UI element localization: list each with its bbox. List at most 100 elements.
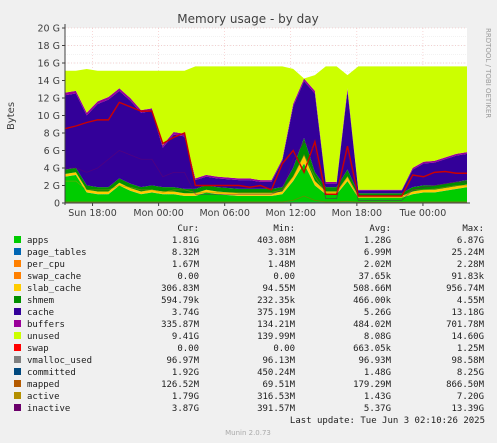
legend: Cur: Min: Avg: Max: apps 1.81G 403.08M 1.28G 6.8… — [14, 224, 485, 414]
legend-min: 96.13M — [262, 356, 295, 366]
line-inactive — [65, 141, 467, 201]
legend-swatch — [14, 380, 21, 387]
legend-avg: 5.37G — [364, 404, 391, 414]
legend-cur: 3.74G — [172, 308, 199, 318]
legend-avg: 2.02M — [364, 260, 392, 270]
legend-name: inactive — [27, 404, 70, 414]
legend-cur: 1.67M — [172, 260, 200, 270]
x-tick-label: Mon 12:00 — [266, 208, 316, 219]
legend-name: committed — [27, 368, 76, 378]
legend-min: 3.31M — [268, 248, 296, 258]
legend-min: 139.99M — [257, 332, 296, 342]
legend-min: 403.08M — [257, 236, 296, 246]
legend-min: 134.21M — [257, 320, 296, 330]
legend-avg: 1.28G — [364, 236, 391, 246]
legend-min: 375.19M — [257, 308, 296, 318]
legend-header: Min: — [273, 224, 295, 234]
chart-title: Memory usage - by day — [177, 12, 318, 26]
legend-avg: 5.26G — [364, 308, 391, 318]
x-tick-label: Mon 06:00 — [199, 208, 249, 219]
line-active — [65, 153, 467, 199]
legend-avg: 663.05k — [353, 344, 392, 354]
stacked-areas — [65, 66, 467, 203]
legend-max: 6.87G — [457, 236, 484, 246]
last-update: Last update: Tue Jun 3 02:10:26 2025 — [290, 416, 485, 426]
legend-avg: 508.66M — [353, 284, 392, 294]
legend-avg: 96.93M — [358, 356, 391, 366]
x-tick-label: Mon 18:00 — [332, 208, 382, 219]
legend-max: 8.25G — [457, 368, 484, 378]
legend-max: 14.60G — [451, 332, 484, 342]
line-mapped — [65, 195, 467, 203]
y-tick-label: 8 G — [44, 129, 60, 140]
legend-swatch — [14, 368, 21, 375]
y-tick-label: 16 G — [38, 59, 60, 70]
y-axis-ticks: 0 2 G 4 G 6 G 8 G 10 G 12 G 14 G 16 G 18 G 20 G — [38, 24, 65, 210]
legend-min: 316.53M — [257, 392, 296, 402]
legend-cur: 1.79G — [172, 392, 199, 402]
legend-cur: 1.81G — [172, 236, 199, 246]
footer: Munin 2.0.73 — [225, 429, 271, 437]
legend-name: per_cpu — [27, 260, 65, 270]
legend-max: 4.55M — [457, 296, 485, 306]
legend-swatch — [14, 320, 21, 327]
legend-swatch — [14, 260, 21, 267]
legend-avg: 8.08G — [364, 332, 391, 342]
x-tick-label: Sun 18:00 — [68, 208, 116, 219]
legend-avg: 466.00k — [353, 296, 392, 306]
y-axis-label: Bytes — [6, 102, 17, 130]
legend-max: 956.74M — [446, 284, 485, 294]
legend-swatch — [14, 296, 21, 303]
legend-cur: 335.87M — [161, 320, 200, 330]
legend-cur: 0.00 — [177, 272, 199, 282]
y-tick-label: 12 G — [38, 94, 60, 105]
y-tick-label: 2 G — [44, 181, 60, 192]
legend-cur: 9.41G — [172, 332, 199, 342]
legend-header: Max: — [462, 224, 484, 234]
legend-header: Cur: — [177, 224, 199, 234]
y-tick-label: 4 G — [44, 164, 60, 175]
legend-max: 701.78M — [446, 320, 485, 330]
legend-max: 1.25M — [457, 344, 485, 354]
legend-cur: 8.32M — [172, 248, 200, 258]
legend-cur: 3.87G — [172, 404, 199, 414]
legend-name: active — [27, 392, 60, 402]
legend-header: Avg: — [369, 224, 391, 234]
legend-max: 91.83k — [451, 272, 484, 282]
y-tick-label: 14 G — [38, 76, 60, 87]
line-committed — [64, 101, 467, 197]
legend-max: 25.24M — [451, 248, 484, 258]
legend-min: 1.48M — [268, 260, 296, 270]
x-tick-label: Mon 00:00 — [133, 208, 183, 219]
legend-name: buffers — [27, 320, 65, 330]
legend-swatch — [14, 332, 21, 339]
legend-swatch — [14, 344, 21, 351]
legend-avg: 179.29M — [353, 380, 392, 390]
legend-name: apps — [27, 236, 49, 246]
legend-min: 0.00 — [273, 272, 295, 282]
legend-avg: 37.65k — [358, 272, 391, 282]
legend-min: 94.55M — [262, 284, 295, 294]
area-cache — [65, 81, 467, 194]
legend-max: 7.20G — [457, 392, 484, 402]
legend-name: slab_cache — [27, 284, 81, 294]
legend-max: 866.50M — [446, 380, 485, 390]
area-slab-cache — [65, 155, 467, 198]
legend-cur: 306.83M — [161, 284, 200, 294]
legend-name: vmalloc_used — [27, 356, 92, 366]
legend-min: 450.24M — [257, 368, 296, 378]
legend-min: 0.00 — [273, 344, 295, 354]
legend-avg: 484.02M — [353, 320, 392, 330]
y-tick-label: 18 G — [38, 41, 60, 52]
legend-swatch — [14, 308, 21, 315]
area-apps — [65, 163, 467, 203]
legend-avg: 1.43G — [364, 392, 391, 402]
legend-swatch — [14, 236, 21, 243]
legend-name: swap_cache — [27, 272, 81, 282]
legend-min: 391.57M — [257, 404, 296, 414]
y-tick-label: 10 G — [38, 111, 60, 122]
legend-swatch — [14, 392, 21, 399]
legend-min: 69.51M — [262, 380, 295, 390]
x-axis-ticks: Sun 18:00 Mon 00:00 Mon 06:00 Mon 12:00 Mon … — [68, 203, 446, 219]
